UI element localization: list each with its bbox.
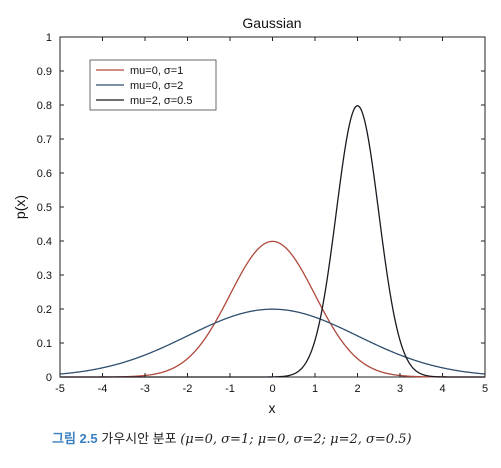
x-tick-label-7: 2 [354, 383, 360, 395]
figure-caption: 그림 2.5 가우시안 분포 (μ=0, σ=1; μ=0, σ=2; μ=2,… [52, 428, 492, 447]
x-tick-label-6: 1 [312, 383, 318, 395]
legend-entry-0: mu=0, σ=1 [130, 65, 183, 77]
y-tick-label-10: 1 [46, 32, 52, 44]
x-tick-label-4: -1 [225, 383, 235, 395]
y-tick-label-0: 0 [46, 372, 52, 384]
y-tick-label-6: 0.6 [37, 168, 52, 180]
x-tick-label-5: 0 [269, 383, 275, 395]
chart-title: Gaussian [242, 15, 301, 31]
y-tick-label-2: 0.2 [37, 304, 52, 316]
y-tick-label-9: 0.9 [37, 66, 52, 78]
caption-params: (μ=0, σ=1; μ=0, σ=2; μ=2, σ=0.5) [180, 432, 412, 447]
y-tick-label-1: 0.1 [37, 338, 52, 350]
x-tick-label-9: 4 [439, 383, 445, 395]
legend-entry-1: mu=0, σ=2 [130, 80, 183, 92]
ticks-layer: -5 -4 -3 -2 -1 0 1 2 3 4 5 0 0.1 0.2 0.3 0.4 0.5 0.6 0.7 0.… [37, 32, 488, 395]
x-tick-label-0: -5 [55, 383, 65, 395]
y-tick-label-4: 0.4 [37, 236, 52, 248]
caption-label: 그림 2.5 [52, 431, 98, 446]
y-tick-label-7: 0.7 [37, 134, 52, 146]
y-tick-label-5: 0.5 [37, 202, 52, 214]
x-axis-label: x [269, 400, 276, 416]
caption-text: 가우시안 분포 [101, 431, 177, 446]
x-tick-label-3: -2 [183, 383, 193, 395]
y-tick-label-8: 0.8 [37, 100, 52, 112]
x-tick-label-2: -3 [140, 383, 150, 395]
x-tick-label-1: -4 [98, 383, 108, 395]
x-tick-label-8: 3 [397, 383, 403, 395]
series-line-1 [59, 308, 486, 375]
y-tick-label-3: 0.3 [37, 270, 52, 282]
x-tick-label-10: 5 [482, 383, 488, 395]
y-axis-label: p(x) [12, 195, 28, 219]
legend: mu=0, σ=1 mu=0, σ=2 mu=2, σ=0.5 [89, 59, 217, 111]
legend-entry-2: mu=2, σ=0.5 [130, 95, 192, 107]
